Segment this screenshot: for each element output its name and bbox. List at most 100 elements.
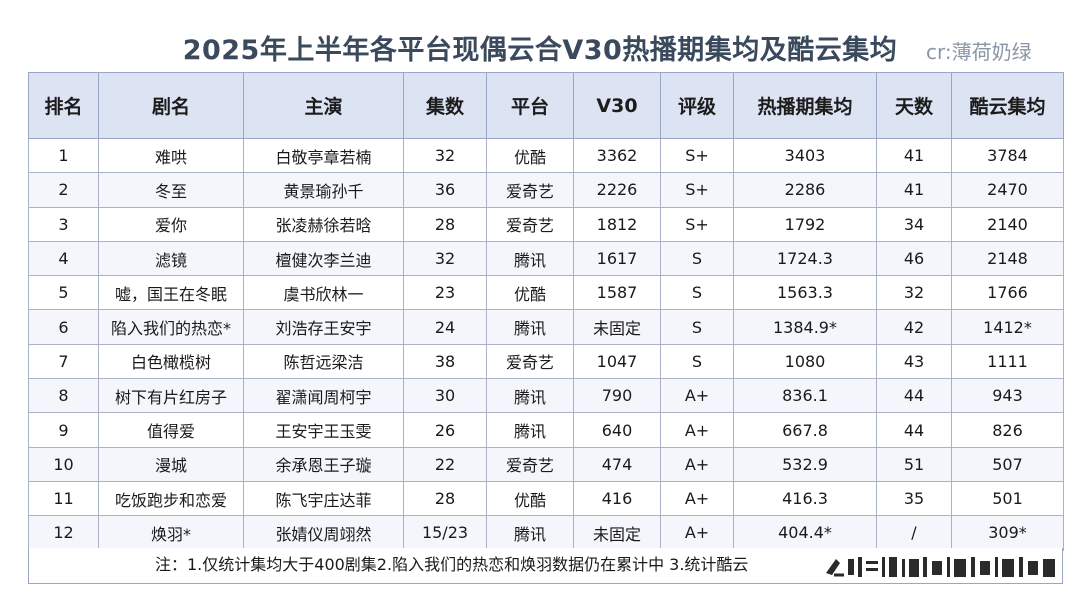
cell-episodes: 26 [403,412,487,448]
table-row: 6 陷入我们的热恋* 刘浩存王安宇 24 腾讯 未固定 S 1384.9* 42 1412* [28,309,1064,345]
cell-episodes: 23 [403,275,487,311]
header-platform: 平台 [486,72,574,139]
cell-grade: S [660,343,734,380]
cell-v30: 790 [573,378,661,414]
cell-drama: 陷入我们的热恋* [98,309,244,345]
cell-episodes: 38 [403,343,487,380]
cell-grade: A+ [660,378,734,414]
header-peak-avg: 热播期集均 [733,72,877,139]
cell-grade: S+ [660,137,734,174]
cell-v30: 416 [573,480,661,517]
credit-label: cr:薄荷奶绿 [926,40,1032,64]
cell-rank: 6 [28,309,99,345]
cell-drama: 嘘，国王在冬眠 [98,275,244,311]
page-title: 2025年上半年各平台现偶云合V30热播期集均及酷云集均 [182,35,898,66]
cell-platform: 腾讯 [486,515,574,551]
cell-rank: 11 [28,480,99,517]
cell-v30: 1812 [573,206,661,242]
cell-cast: 张凌赫徐若晗 [243,206,404,242]
table-row: 8 树下有片红房子 翟潇闻周柯宇 30 腾讯 790 A+ 836.1 44 943 [28,378,1064,414]
cell-days: 43 [876,343,952,380]
cell-rank: 1 [28,137,99,174]
cell-peak-avg: 667.8 [733,412,877,448]
cell-rank: 2 [28,172,99,208]
cell-peak-avg: 1080 [733,343,877,380]
table-row: 3 爱你 张凌赫徐若晗 28 爱奇艺 1812 S+ 1792 34 2140 [28,206,1064,242]
header-episodes: 集数 [403,72,487,139]
table-row: 7 白色橄榄树 陈哲远梁洁 38 爱奇艺 1047 S 1080 43 1111 [28,343,1064,380]
ratings-table: 排名 剧名 主演 集数 平台 V30 评级 热播期集均 天数 酷云集均 1 难哄白… [28,72,1064,551]
cell-grade: A+ [660,446,734,482]
cell-kuyun-avg: 1412* [951,309,1064,345]
cell-cast: 余承恩王子璇 [243,446,404,482]
cell-kuyun-avg: 943 [951,378,1064,414]
header-row: 排名 剧名 主演 集数 平台 V30 评级 热播期集均 天数 酷云集均 [28,72,1064,139]
cell-cast: 翟潇闻周柯宇 [243,378,404,414]
cell-platform: 优酷 [486,275,574,311]
cell-episodes: 32 [403,240,487,277]
header-cast: 主演 [243,72,404,139]
cell-days: 44 [876,378,952,414]
table-row: 2 冬至 黄景瑜孙千 36 爱奇艺 2226 S+ 2286 41 2470 [28,172,1064,208]
cell-kuyun-avg: 507 [951,446,1064,482]
cell-platform: 优酷 [486,137,574,174]
cell-episodes: 15/23 [403,515,487,551]
cell-grade: S [660,275,734,311]
cell-peak-avg: 1384.9* [733,309,877,345]
cell-rank: 5 [28,275,99,311]
cell-v30: 3362 [573,137,661,174]
cell-rank: 12 [28,515,99,551]
cell-v30: 未固定 [573,515,661,551]
header-v30: V30 [573,72,661,139]
cell-cast: 白敬亭章若楠 [243,137,404,174]
cell-drama: 吃饭跑步和恋爱 [98,480,244,517]
cell-kuyun-avg: 501 [951,480,1064,517]
cell-days: 42 [876,309,952,345]
cell-drama: 值得爱 [98,412,244,448]
cell-grade: S+ [660,206,734,242]
table-row: 10 漫城 余承恩王子璇 22 爱奇艺 474 A+ 532.9 51 507 [28,446,1064,482]
cell-rank: 4 [28,240,99,277]
weibo-watermark-icon [826,557,1055,577]
table-row: 9 值得爱 王安宇王玉雯 26 腾讯 640 A+ 667.8 44 826 [28,412,1064,448]
cell-peak-avg: 532.9 [733,446,877,482]
cell-days: 41 [876,137,952,174]
header-kuyun-avg: 酷云集均 [951,72,1064,139]
cell-cast: 刘浩存王安宇 [243,309,404,345]
cell-days: 44 [876,412,952,448]
table-row: 5 嘘，国王在冬眠 虞书欣林一 23 优酷 1587 S 1563.3 32 1766 [28,275,1064,311]
cell-peak-avg: 1724.3 [733,240,877,277]
cell-peak-avg: 1792 [733,206,877,242]
cell-drama: 树下有片红房子 [98,378,244,414]
cell-days: 35 [876,480,952,517]
cell-episodes: 32 [403,137,487,174]
cell-grade: A+ [660,480,734,517]
table-row: 12 焕羽* 张婧仪周翊然 15/23 腾讯 未固定 A+ 404.4*/309* [28,515,1064,551]
cell-platform: 爱奇艺 [486,446,574,482]
cell-rank: 10 [28,446,99,482]
cell-kuyun-avg: 2148 [951,240,1064,277]
cell-peak-avg: 2286 [733,172,877,208]
cell-drama: 滤镜 [98,240,244,277]
cell-peak-avg: 1563.3 [733,275,877,311]
cell-kuyun-avg: 1111 [951,343,1064,380]
cell-v30: 未固定 [573,309,661,345]
cell-kuyun-avg: 826 [951,412,1064,448]
cell-kuyun-avg: 3784 [951,137,1064,174]
cell-episodes: 22 [403,446,487,482]
cell-platform: 腾讯 [486,412,574,448]
cell-rank: 9 [28,412,99,448]
cell-drama: 焕羽* [98,515,244,551]
table-row: 11 吃饭跑步和恋爱 陈飞宇庄达菲 28 优酷 416 A+ 416.3 35 501 [28,480,1064,517]
cell-platform: 腾讯 [486,309,574,345]
cell-cast: 张婧仪周翊然 [243,515,404,551]
cell-rank: 8 [28,378,99,414]
cell-cast: 陈飞宇庄达菲 [243,480,404,517]
cell-platform: 爱奇艺 [486,343,574,380]
cell-cast: 虞书欣林一 [243,275,404,311]
cell-cast: 黄景瑜孙千 [243,172,404,208]
cell-peak-avg: 3403 [733,137,877,174]
cell-peak-avg: 404.4* [733,515,877,551]
cell-peak-avg: 416.3 [733,480,877,517]
cell-v30: 474 [573,446,661,482]
